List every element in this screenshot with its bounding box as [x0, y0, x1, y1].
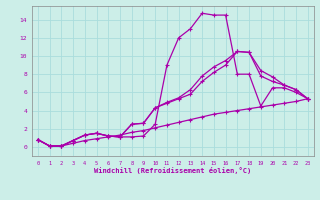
X-axis label: Windchill (Refroidissement éolien,°C): Windchill (Refroidissement éolien,°C) [94, 167, 252, 174]
